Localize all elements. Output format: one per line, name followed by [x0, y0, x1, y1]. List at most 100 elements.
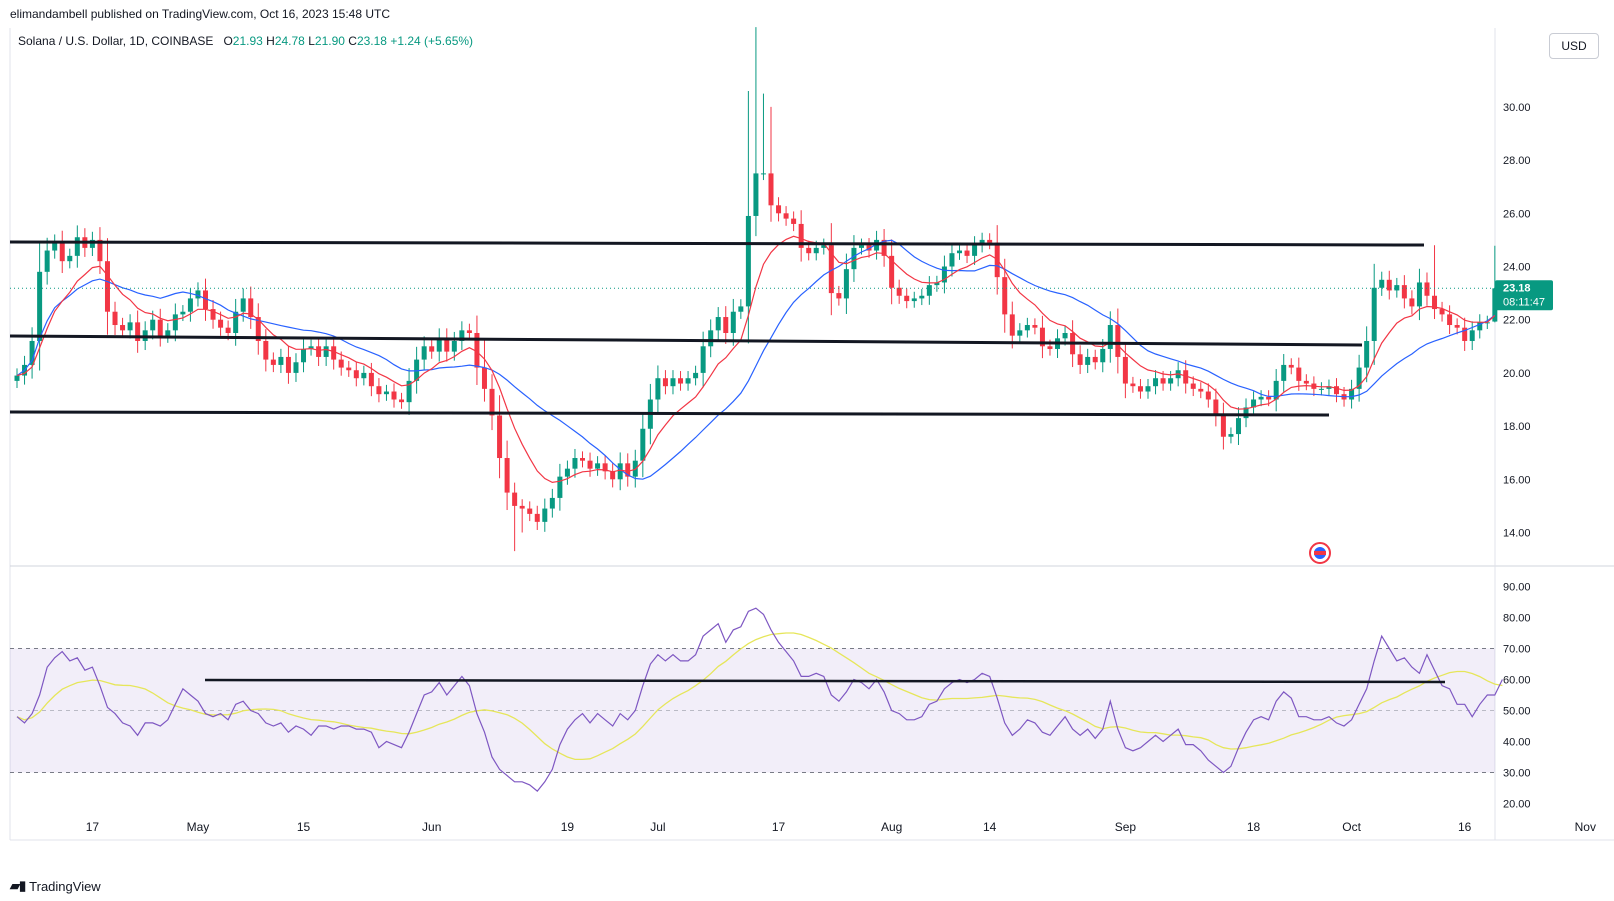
candle-body	[1213, 399, 1219, 416]
candle-body	[542, 508, 548, 522]
close-value: 23.18	[356, 34, 387, 48]
rsi-band	[10, 648, 1495, 773]
candle-body	[316, 346, 322, 357]
candle-body	[1160, 378, 1166, 384]
candle-body	[383, 391, 389, 395]
candle-body	[37, 271, 43, 341]
candle-body	[881, 239, 887, 256]
candle-body	[1379, 279, 1385, 288]
candle-body	[1303, 380, 1309, 384]
candle-body	[858, 245, 864, 248]
grid	[9, 28, 1614, 841]
candle-body	[919, 295, 925, 299]
candle-body	[1130, 383, 1136, 387]
candle-body	[1469, 330, 1475, 341]
candle-body	[1409, 298, 1415, 307]
candle-body	[481, 367, 487, 389]
candle-body	[708, 330, 714, 347]
candle-body	[889, 255, 895, 288]
candle-body	[843, 269, 849, 299]
axes: 14.00 16.00 18.00 20.00 22.00 24.00 26.00 28.00…	[86, 102, 1596, 834]
candle-body	[685, 378, 691, 384]
time-tick-label: May	[187, 820, 210, 834]
close-label: C	[348, 34, 357, 48]
candle-body	[248, 298, 254, 318]
candle-body	[1039, 327, 1045, 347]
price-tick-label: 24.00	[1503, 262, 1531, 274]
tradingview-brand: TradingView	[29, 878, 101, 894]
candle-body	[127, 322, 133, 331]
candle-body	[1032, 325, 1038, 328]
symbol-name: Solana / U.S. Dollar, 1D, COINBASE	[18, 34, 214, 48]
candle-body	[263, 340, 269, 360]
candle-body	[44, 250, 50, 272]
price-tick-label: 16.00	[1503, 474, 1531, 486]
candle-body	[1115, 325, 1121, 357]
candle-body	[1251, 399, 1257, 408]
candle-body	[444, 338, 450, 352]
tradingview-footer[interactable]: ▰▮ TradingView	[10, 878, 101, 894]
candle-body	[926, 285, 932, 296]
candle-body	[120, 325, 126, 331]
candle-body	[836, 293, 842, 299]
candle-body	[29, 340, 35, 365]
candle-body	[1205, 391, 1211, 400]
candle-body	[278, 356, 284, 365]
ma-fast-line	[16, 235, 1496, 484]
candle-body	[240, 298, 246, 312]
rsi-tick-label: 60.00	[1503, 675, 1531, 687]
open-value: 21.93	[232, 34, 263, 48]
candle-body	[693, 372, 699, 379]
candle-body	[338, 359, 344, 368]
candle-body	[964, 250, 970, 256]
time-tick-label: Oct	[1342, 820, 1361, 834]
time-tick-label: Sep	[1115, 820, 1137, 834]
candle-body	[301, 348, 307, 363]
candle-body	[1492, 288, 1498, 322]
candle-body	[1085, 356, 1091, 365]
candle-body	[429, 346, 435, 352]
candle-body	[821, 245, 827, 248]
bar-countdown: 08:11:47	[1503, 296, 1545, 308]
candle-body	[459, 330, 465, 341]
candle-body	[519, 505, 525, 509]
time-tick-label: 16	[1458, 820, 1472, 834]
publisher-header: elimandambell published on TradingView.c…	[10, 7, 390, 21]
candle-body	[74, 237, 80, 256]
candle-body	[225, 327, 231, 333]
candle-body	[670, 378, 676, 387]
candle-body	[1356, 367, 1362, 389]
candle-body	[406, 380, 412, 403]
resistance-line	[9, 240, 1425, 247]
mid-support-line	[9, 334, 1363, 347]
candle-body	[979, 239, 985, 246]
candle-body	[723, 317, 729, 333]
candle-body	[1009, 314, 1015, 336]
currency-button[interactable]: USD	[1549, 33, 1599, 59]
candle-body	[14, 375, 20, 381]
candle-body	[655, 378, 661, 400]
candle-body	[293, 362, 299, 373]
candle-body	[1266, 396, 1272, 400]
candle-body	[1107, 325, 1113, 349]
candle-body	[1220, 415, 1226, 437]
candle-body	[1318, 388, 1324, 390]
candle-body	[564, 468, 570, 477]
candle-body	[617, 463, 623, 480]
candle-body	[112, 311, 118, 326]
candle-body	[625, 463, 631, 477]
candle-body	[67, 255, 73, 262]
candle-body	[1077, 354, 1083, 365]
ma-slow-line	[16, 239, 1496, 480]
candle-body	[1137, 386, 1143, 392]
candle-body	[549, 497, 555, 509]
candle-body	[165, 330, 171, 336]
time-tick-label: Jul	[650, 820, 665, 834]
candle-body	[233, 311, 239, 333]
candle-body	[89, 239, 95, 248]
candle-body	[361, 372, 367, 379]
candle-body	[285, 356, 291, 373]
rsi-tick-label: 50.00	[1503, 706, 1531, 718]
candle-body	[1153, 378, 1159, 387]
